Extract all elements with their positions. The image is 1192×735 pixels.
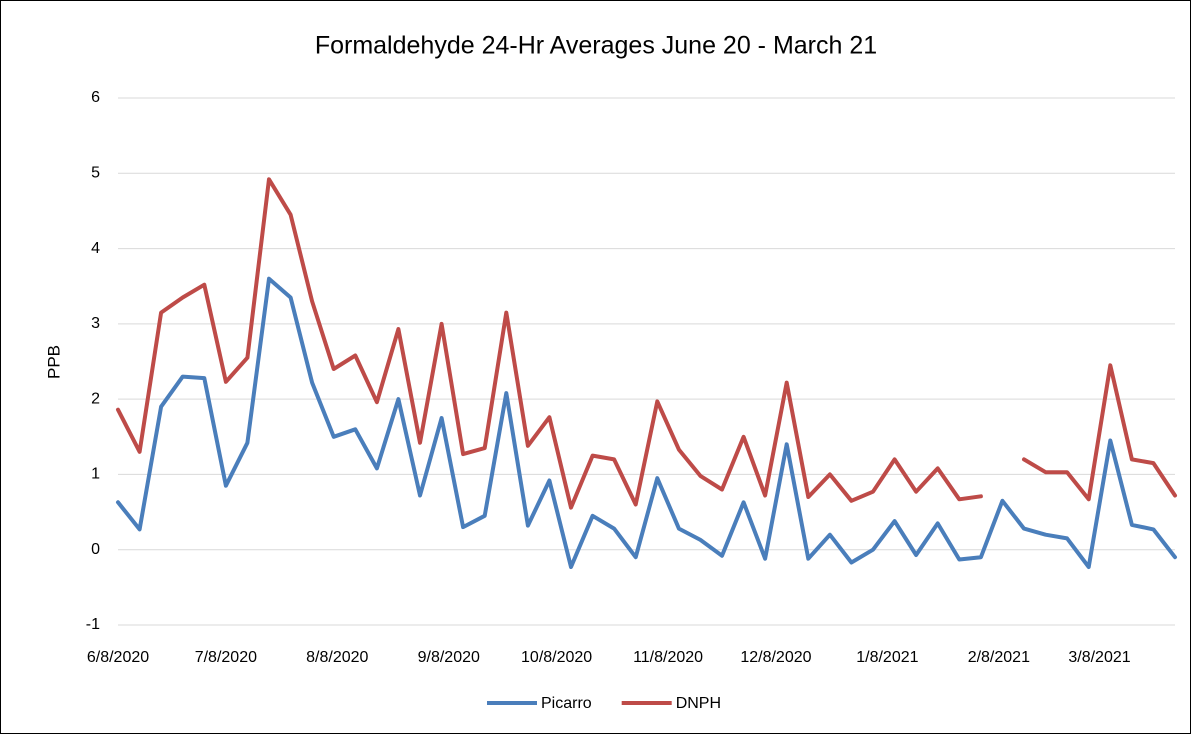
x-tick-label: 12/8/2020 <box>740 649 811 666</box>
legend-label: DNPH <box>676 695 721 712</box>
y-tick-label: 6 <box>91 89 100 106</box>
data-line <box>116 177 1177 510</box>
y-axis-label: PPB <box>44 345 63 379</box>
y-tick-label: 5 <box>91 165 100 182</box>
y-tick-label: -1 <box>86 616 100 633</box>
y-tick-label: 4 <box>91 240 100 257</box>
x-tick-label: 10/8/2020 <box>521 649 592 666</box>
y-tick-label: 3 <box>91 315 100 332</box>
x-tick-label: 7/8/2020 <box>195 649 257 666</box>
y-tick-label: 0 <box>91 541 100 558</box>
x-tick-label: 9/8/2020 <box>418 649 480 666</box>
y-tick-label: 2 <box>91 390 100 407</box>
x-tick-label: 2/8/2021 <box>968 649 1030 666</box>
x-tick-label: 6/8/2020 <box>87 649 149 666</box>
y-tick-label: 1 <box>91 466 100 483</box>
x-tick-label: 8/8/2020 <box>306 649 368 666</box>
legend-label: Picarro <box>541 695 592 712</box>
x-tick-label: 3/8/2021 <box>1068 649 1130 666</box>
data-line <box>116 276 1177 569</box>
x-tick-label: 11/8/2020 <box>633 649 703 666</box>
x-tick-label: 1/8/2021 <box>856 649 918 666</box>
chart-title: Formaldehyde 24-Hr Averages June 20 - Ma… <box>315 32 877 60</box>
